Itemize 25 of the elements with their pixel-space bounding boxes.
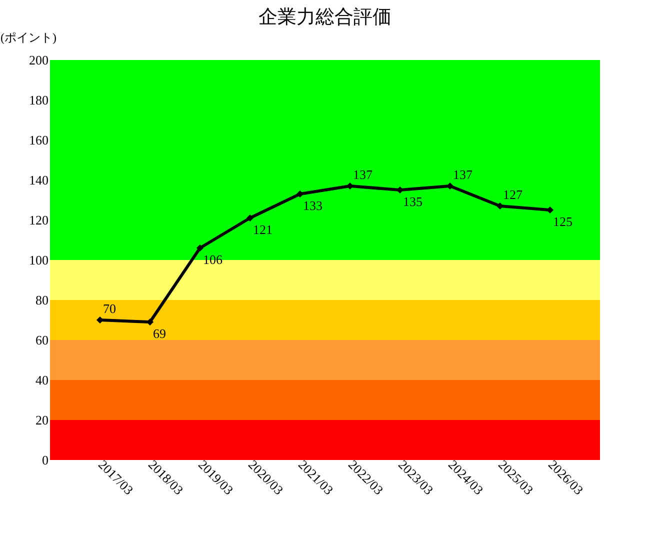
y-tick-label: 40 [36, 372, 48, 388]
data-label: 70 [103, 301, 116, 316]
data-label: 137 [353, 167, 373, 182]
data-label: 106 [203, 252, 223, 267]
data-label: 125 [553, 214, 572, 229]
y-axis-title: (ポイント) [0, 30, 56, 44]
chart-title: 企業力総合評価 [258, 7, 392, 28]
y-tick-label: 20 [36, 412, 48, 428]
data-label: 121 [253, 222, 272, 237]
y-tick-label: 80 [36, 292, 48, 308]
data-label: 133 [303, 198, 322, 213]
data-label: 135 [403, 194, 422, 209]
y-tick-label: 60 [36, 332, 48, 348]
data-label: 137 [453, 167, 473, 182]
data-label: 69 [153, 326, 166, 341]
y-tick-label: 200 [29, 52, 48, 68]
y-tick-label: 140 [29, 172, 48, 188]
y-tick-label: 100 [29, 252, 48, 268]
point [246, 214, 254, 222]
y-tick-label: 160 [29, 132, 48, 148]
data-label: 127 [503, 187, 523, 202]
point [196, 244, 204, 252]
y-tick-label: 120 [29, 212, 48, 228]
y-tick-label: 180 [29, 92, 48, 108]
y-tick-label: 0 [42, 452, 48, 468]
